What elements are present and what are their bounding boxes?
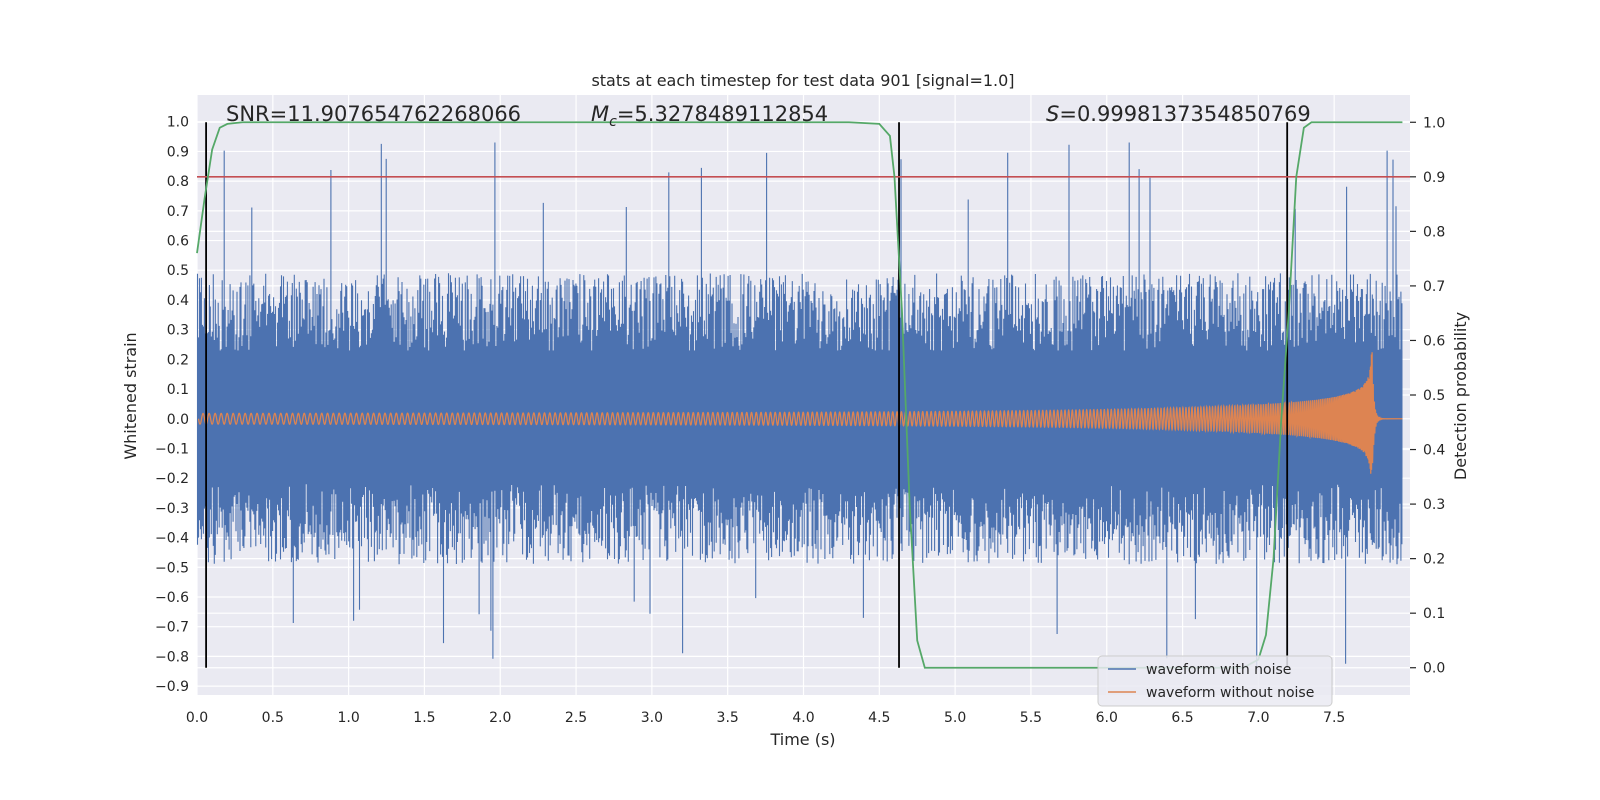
y-left-tick-label: −0.7 bbox=[155, 620, 189, 636]
y-right-tick-label: 1.0 bbox=[1423, 115, 1445, 131]
y-right-tick-label: 0.8 bbox=[1423, 224, 1445, 240]
y-right-ticks: 1.0 0.9 0.8 0.7 0.6 0.5 0.4 0.3 0.2 0.1 0.0 bbox=[1410, 115, 1445, 677]
y-right-axis-label: Detection probability bbox=[1451, 312, 1470, 480]
y-left-tick-label: −0.4 bbox=[155, 531, 189, 547]
x-tick-label: 0.0 bbox=[186, 710, 208, 726]
x-tick-label: 3.5 bbox=[717, 710, 739, 726]
y-right-tick-label: 0.4 bbox=[1423, 443, 1445, 459]
chirp-trace bbox=[197, 352, 1403, 474]
x-tick-label: 7.0 bbox=[1247, 710, 1269, 726]
y-left-tick-label: 0.1 bbox=[167, 382, 189, 398]
y-right-tick-label: 0.7 bbox=[1423, 279, 1445, 295]
legend-label-clean: waveform without noise bbox=[1146, 685, 1314, 701]
y-left-tick-label: 0.9 bbox=[167, 144, 189, 160]
y-left-axis-label: Whitened strain bbox=[121, 332, 140, 459]
y-right-tick-label: 0.6 bbox=[1423, 333, 1445, 349]
series-waveform-without-noise bbox=[197, 352, 1403, 474]
x-tick-label: 2.0 bbox=[489, 710, 511, 726]
y-left-tick-label: 0.0 bbox=[167, 412, 189, 428]
y-right-tick-label: 0.0 bbox=[1423, 661, 1445, 677]
probability-trace bbox=[196, 121, 1403, 669]
y-left-ticks: 1.0 0.9 0.8 0.7 0.6 0.5 0.4 0.3 0.2 0.1 0.0 −0.1 −0.… bbox=[155, 115, 189, 695]
y-left-tick-label: −0.1 bbox=[155, 441, 189, 457]
mc-subscript: c bbox=[609, 114, 617, 130]
x-tick-label: 0.5 bbox=[262, 710, 284, 726]
x-axis-label: Time (s) bbox=[769, 730, 835, 749]
y-left-tick-label: 0.5 bbox=[167, 263, 189, 279]
y-left-tick-label: −0.3 bbox=[155, 501, 189, 517]
x-tick-label: 6.0 bbox=[1096, 710, 1118, 726]
y-right-tick-label: 0.1 bbox=[1423, 606, 1445, 622]
y-left-tick-label: 0.2 bbox=[167, 352, 189, 368]
x-tick-label: 1.5 bbox=[413, 710, 435, 726]
series-detection-probability bbox=[196, 121, 1403, 669]
mc-symbol: M bbox=[591, 102, 609, 126]
chart-title: stats at each timestep for test data 901… bbox=[591, 71, 1014, 90]
y-left-tick-label: −0.9 bbox=[155, 679, 189, 695]
y-left-tick-label: −0.2 bbox=[155, 471, 189, 487]
y-right-tick-label: 0.3 bbox=[1423, 497, 1445, 513]
y-left-tick-label: 0.7 bbox=[167, 204, 189, 220]
legend-label-noise: waveform with noise bbox=[1146, 662, 1291, 678]
x-tick-label: 5.0 bbox=[944, 710, 966, 726]
score-annotation: S=0.9998137354850769 bbox=[1046, 102, 1311, 126]
y-left-tick-label: 0.8 bbox=[167, 174, 189, 190]
y-left-tick-label: −0.6 bbox=[155, 590, 189, 606]
x-tick-label: 4.0 bbox=[792, 710, 814, 726]
snr-annotation: SNR=11.907654762268066 bbox=[226, 102, 521, 126]
y-right-tick-label: 0.5 bbox=[1423, 388, 1445, 404]
y-left-tick-label: 0.3 bbox=[167, 323, 189, 339]
x-tick-label: 2.5 bbox=[565, 710, 587, 726]
y-left-tick-label: −0.5 bbox=[155, 560, 189, 576]
legend-box bbox=[1097, 655, 1333, 707]
y-left-tick-label: 0.6 bbox=[167, 234, 189, 250]
chirp-mass-annotation: Mc=5.3278489112854 bbox=[591, 102, 828, 130]
x-ticks: 0.0 0.5 1.0 1.5 2.0 2.5 3.0 3.5 4.0 4.5 5.0 5.5 6.0 6… bbox=[186, 710, 1345, 726]
x-tick-label: 3.0 bbox=[641, 710, 663, 726]
y-right-tick-label: 0.2 bbox=[1423, 552, 1445, 568]
y-right-tick-label: 0.9 bbox=[1423, 170, 1445, 186]
s-value: =0.9998137354850769 bbox=[1059, 102, 1310, 126]
x-tick-label: 6.5 bbox=[1171, 710, 1193, 726]
x-tick-label: 1.0 bbox=[337, 710, 359, 726]
x-tick-label: 5.5 bbox=[1020, 710, 1042, 726]
y-left-tick-label: 0.4 bbox=[167, 293, 189, 309]
mc-value: =5.3278489112854 bbox=[617, 102, 828, 126]
s-symbol: S bbox=[1046, 102, 1059, 126]
x-tick-label: 4.5 bbox=[868, 710, 890, 726]
y-left-tick-label: −0.8 bbox=[155, 649, 189, 665]
y-left-tick-label: 1.0 bbox=[167, 115, 189, 131]
legend: waveform with noise waveform without noi… bbox=[1097, 655, 1333, 707]
x-tick-label: 7.5 bbox=[1323, 710, 1345, 726]
vertical-markers bbox=[205, 122, 1289, 668]
